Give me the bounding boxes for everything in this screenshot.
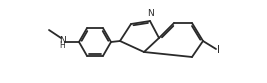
- Text: N: N: [148, 9, 154, 18]
- Text: N: N: [59, 36, 65, 45]
- Text: H: H: [59, 41, 65, 50]
- Text: I: I: [217, 45, 220, 55]
